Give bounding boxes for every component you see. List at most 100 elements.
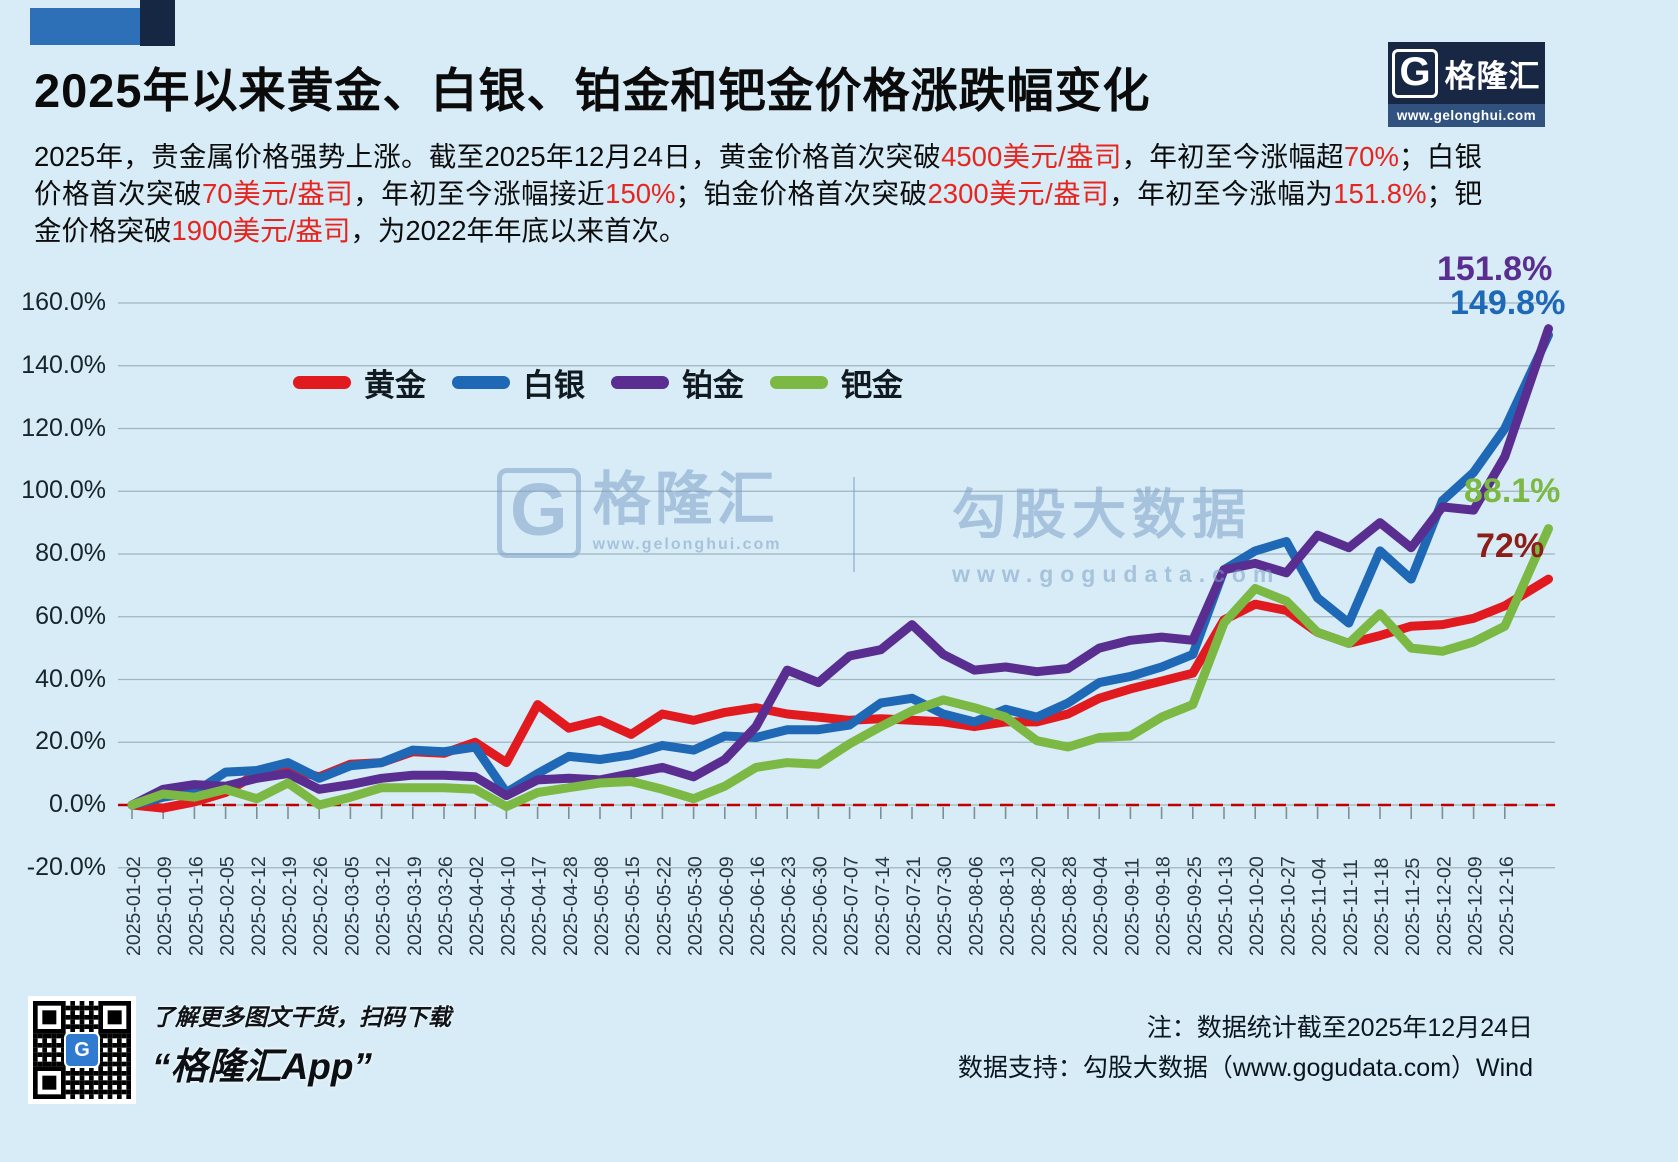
x-axis-label: 2025-03-12	[373, 856, 395, 956]
x-axis-label: 2025-02-19	[279, 856, 301, 956]
x-axis-label: 2025-04-02	[466, 856, 488, 956]
y-axis-label: 140.0%	[21, 350, 106, 379]
qr-caption: 了解更多图文干货，扫码下载	[152, 1004, 451, 1030]
x-axis-label: 2025-07-07	[841, 856, 863, 956]
watermark-gelonghui-name: 格隆汇	[592, 467, 779, 532]
x-axis-label: 2025-06-30	[809, 856, 831, 956]
y-axis-label: 20.0%	[35, 727, 106, 756]
y-axis-label: 0.0%	[49, 790, 106, 818]
watermark-g-icon: G	[497, 468, 581, 558]
qr-pattern	[33, 1001, 131, 1099]
page-title: 2025年以来黄金、白银、铂金和钯金价格涨跌幅变化	[34, 64, 1151, 117]
qr-center-logo: G	[64, 1032, 100, 1068]
x-axis-label: 2025-02-05	[217, 856, 239, 956]
x-axis-label: 2025-07-30	[934, 856, 956, 956]
intro-highlight: 1900美元/盎司	[171, 215, 351, 246]
watermark-gelonghui-url: www.gelonghui.com	[592, 535, 782, 553]
x-axis-label: 2025-09-04	[1090, 856, 1112, 956]
y-axis-label: -20.0%	[26, 852, 106, 881]
x-axis-label: 2025-08-20	[1028, 856, 1050, 956]
logo-name: 格隆汇	[1444, 58, 1541, 94]
y-axis-label: 100.0%	[21, 476, 106, 505]
x-axis-label: 2025-11-18	[1371, 858, 1393, 956]
intro-highlight: 2300美元/盎司	[927, 178, 1110, 209]
intro-highlight: 151.8%	[1333, 178, 1427, 209]
x-axis-label: 2025-02-12	[248, 856, 270, 956]
legend-item-palladium: 钯金	[770, 360, 903, 405]
palladium-line-swatch-icon	[770, 376, 828, 389]
x-axis-label: 2025-12-09	[1465, 856, 1487, 956]
intro-text-segment: ；白银价格首次突破	[34, 141, 1483, 209]
intro-text-segment: ，为2022年年底以来首次。	[350, 215, 687, 246]
x-axis-label: 2025-10-13	[1215, 856, 1237, 956]
intro-text-segment: ；铂金价格首次突破	[675, 178, 928, 209]
x-axis-label: 2025-09-11	[1121, 858, 1143, 956]
x-axis-label: 2025-02-26	[310, 856, 332, 956]
logo-g-icon: G	[1392, 48, 1438, 98]
intro-text-segment: ；钯金价格突破	[34, 178, 1483, 246]
x-axis-label: 2025-03-19	[404, 856, 426, 956]
x-axis-label: 2025-03-26	[435, 856, 457, 956]
watermark-gogudata: 勾股大数据 www.gogudata.com	[952, 470, 1280, 588]
intro-text-segment: ，年初至今涨幅为	[1109, 178, 1334, 209]
x-axis-label: 2025-04-28	[560, 856, 582, 956]
x-axis-label: 2025-07-21	[903, 856, 925, 956]
intro-text-segment: ，年初至今涨幅超	[1121, 141, 1344, 172]
x-axis-label: 2025-11-25	[1402, 858, 1424, 956]
x-axis-label: 2025-08-06	[965, 856, 987, 956]
legend-label-silver: 白银	[523, 368, 585, 403]
y-axis-label: 80.0%	[35, 539, 106, 567]
legend-label-palladium: 钯金	[841, 368, 903, 403]
x-axis-label: 2025-03-05	[341, 856, 363, 956]
silver-line-swatch-icon	[452, 376, 510, 389]
end-label-platinum: 151.8%	[1437, 250, 1553, 288]
legend-label-gold: 黄金	[364, 368, 426, 403]
x-axis-label: 2025-10-27	[1277, 856, 1299, 956]
intro-highlight: 150%	[605, 178, 676, 209]
intro-highlight: 4500美元/盎司	[941, 141, 1122, 172]
end-label-gold: 72%	[1476, 527, 1545, 565]
deco-stripe-navy	[140, 0, 175, 46]
x-axis-label: 2025-12-16	[1496, 856, 1518, 956]
watermark-gelonghui: G 格隆汇 www.gelonghui.com	[497, 468, 782, 558]
x-axis-label: 2025-09-25	[1184, 856, 1206, 956]
x-axis-label: 2025-05-30	[685, 856, 707, 956]
x-axis-label: 2025-10-20	[1246, 856, 1268, 956]
deco-stripe-blue	[30, 8, 140, 45]
x-axis-label: 2025-01-02	[123, 856, 145, 956]
x-axis-label: 2025-05-08	[591, 856, 613, 956]
legend-item-platinum: 铂金	[611, 360, 744, 405]
y-axis-label: 60.0%	[35, 601, 106, 630]
note-date: 注：数据统计截至2025年12月24日	[1146, 1014, 1533, 1042]
watermark-gogudata-url: www.gogudata.com	[952, 561, 1281, 587]
y-axis-label: 120.0%	[21, 413, 106, 442]
x-axis-label: 2025-08-28	[1059, 856, 1081, 956]
gold-line-swatch-icon	[293, 376, 351, 389]
chart-legend: 黄金 白银 铂金 钯金	[293, 360, 903, 405]
x-axis-label: 2025-12-02	[1433, 856, 1455, 956]
app-name: “格隆汇App”	[152, 1046, 372, 1087]
y-axis-label: 160.0%	[21, 288, 106, 316]
watermark-divider	[853, 477, 855, 572]
x-axis-label: 2025-09-18	[1153, 856, 1175, 956]
note-source: 数据支持：勾股大数据（www.gogudata.com）Wind	[957, 1054, 1533, 1082]
series-line-silver	[127, 330, 1553, 810]
intro-text-segment: ，年初至今涨幅接近	[353, 178, 606, 209]
platinum-line-swatch-icon	[611, 376, 669, 389]
legend-item-silver: 白银	[452, 360, 585, 405]
x-axis-label: 2025-08-13	[997, 856, 1019, 956]
x-axis-label: 2025-07-14	[872, 856, 894, 956]
intro-paragraph: 2025年，贵金属价格强势上涨。截至2025年12月24日，黄金价格首次突破45…	[34, 138, 1482, 249]
x-axis-label: 2025-06-16	[747, 856, 769, 956]
qr-code: G	[28, 996, 136, 1104]
watermark-gogudata-name: 勾股大数据	[952, 485, 1252, 545]
x-axis-label: 2025-05-15	[622, 856, 644, 956]
x-axis-label: 2025-11-11	[1340, 859, 1362, 956]
end-label-palladium: 88.1%	[1464, 472, 1561, 510]
intro-highlight: 70%	[1343, 141, 1399, 172]
x-axis-label: 2025-01-16	[185, 856, 207, 956]
intro-highlight: 70美元/盎司	[201, 178, 354, 209]
legend-item-gold: 黄金	[293, 360, 426, 405]
x-axis-label: 2025-04-17	[529, 856, 551, 956]
